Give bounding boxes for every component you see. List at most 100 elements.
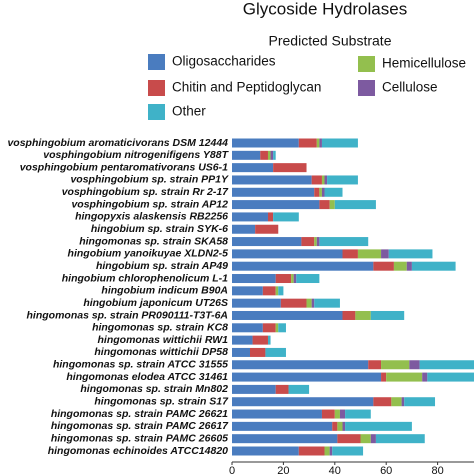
- y-tick-label: hingobium indicum B90A: [101, 285, 228, 297]
- bar-segment: [316, 237, 320, 247]
- y-tick-label: hingobium sp. strain SYK-6: [91, 223, 228, 235]
- bar-segment: [232, 261, 374, 271]
- bar-segment: [232, 138, 299, 148]
- legend-label: Cellulose: [382, 80, 438, 95]
- y-tick-label: vosphingobium sp. strain AP12: [71, 198, 228, 210]
- bar-segment: [296, 274, 320, 284]
- bar-segment: [334, 200, 376, 210]
- bar-segment: [232, 150, 261, 160]
- legend-swatch: [148, 54, 165, 70]
- bar-segment: [270, 150, 274, 160]
- bar-segment: [232, 335, 253, 345]
- bar-segment: [291, 274, 294, 284]
- bar-segment: [342, 310, 356, 320]
- bar-segment: [249, 347, 266, 357]
- bar-segment: [373, 261, 394, 271]
- bar-segment: [316, 138, 320, 148]
- chart-title: Glycoside Hydrolases: [243, 0, 407, 18]
- bar-segment: [255, 224, 279, 234]
- bar-segment: [232, 360, 369, 370]
- bar-segment: [345, 421, 412, 431]
- x-tick-label: 0: [229, 465, 235, 474]
- bar-segment: [319, 187, 322, 197]
- bar-segment: [262, 286, 276, 296]
- bar-segment: [278, 323, 286, 333]
- y-tick-label: hingomonas sp. strain PAMC 26617: [51, 420, 229, 432]
- bar-segment: [339, 409, 346, 419]
- bar-segment: [232, 224, 256, 234]
- bar-segment: [232, 187, 315, 197]
- legend-label: Oligosaccharides: [172, 54, 276, 69]
- bar-segment: [232, 409, 322, 419]
- y-tick-label: hingomonas wittichii DP58: [94, 346, 228, 358]
- bar-segment: [404, 397, 436, 407]
- bar-segment: [409, 360, 420, 370]
- bar-segment: [232, 310, 343, 320]
- bar-segment: [321, 187, 325, 197]
- bar-segment: [298, 446, 325, 456]
- bar-segment: [388, 249, 433, 259]
- legend-swatch: [148, 104, 165, 120]
- bar-segment: [411, 261, 456, 271]
- y-tick-label: vosphingobium nitrogenifigens Y88T: [43, 149, 229, 161]
- bar-segment: [311, 175, 322, 185]
- legend-swatch: [148, 80, 165, 96]
- legend-swatch: [358, 80, 375, 96]
- bar-segment: [370, 434, 376, 444]
- legend-label: Chitin and Peptidoglycan: [172, 80, 321, 95]
- bar-segment: [370, 310, 405, 320]
- y-tick-label: hingobium sp. strain AP49: [96, 260, 228, 272]
- bar-segment: [345, 409, 371, 419]
- bar-segment: [329, 200, 335, 210]
- bar-segment: [381, 249, 389, 259]
- bar-segment: [342, 421, 346, 431]
- bar-segment: [324, 175, 328, 185]
- bar-segment: [406, 261, 412, 271]
- chart-subtitle: Predicted Substrate: [269, 33, 392, 49]
- bar-segment: [327, 175, 358, 185]
- bar-segment: [262, 323, 276, 333]
- bar-segment: [319, 200, 330, 210]
- bar-segment: [232, 237, 302, 247]
- bar-segment: [381, 372, 387, 382]
- bar-segment: [334, 409, 340, 419]
- bar-segment: [232, 347, 250, 357]
- bar-segment: [321, 175, 325, 185]
- bar-segment: [298, 138, 317, 148]
- bar-segment: [232, 274, 276, 284]
- y-tick-label: hingobium chlorophenolicum L-1: [62, 272, 228, 284]
- bar-segment: [273, 150, 276, 160]
- x-tick-label: 40: [329, 465, 341, 474]
- bar-segment: [232, 372, 382, 382]
- bar-segment: [275, 274, 292, 284]
- bar-segment: [232, 200, 320, 210]
- bar-segment: [321, 138, 358, 148]
- y-tick-label: hingomonas wittichii RW1: [98, 334, 229, 346]
- bar-segment: [267, 335, 271, 345]
- bar-segment: [265, 347, 286, 357]
- bar-segment: [232, 434, 338, 444]
- bar-segment: [360, 434, 371, 444]
- y-tick-label: hingomonas sp. strain PAMC 26605: [51, 432, 228, 444]
- bar-segment: [419, 360, 474, 370]
- y-tick-label: hingomonas sp. strain PAMC 26621: [51, 408, 228, 420]
- bar-segment: [280, 298, 307, 308]
- bar-segment: [232, 397, 374, 407]
- y-tick-label: vosphingobium sp. strain Rr 2-17: [62, 186, 229, 198]
- y-tick-label: hingopyxis alaskensis RB2256: [75, 211, 228, 223]
- bar-segment: [329, 446, 333, 456]
- y-tick-label: hingomonas elodea ATCC 31461: [66, 371, 228, 383]
- bar-segment: [306, 298, 312, 308]
- legend-label: Other: [172, 104, 206, 119]
- y-tick-label: vosphingobium sp. strain PP1Y: [70, 174, 229, 186]
- bar-segment: [260, 150, 268, 160]
- bar-segment: [373, 397, 392, 407]
- bar-segment: [314, 237, 317, 247]
- bar-segment: [422, 372, 428, 382]
- bar-segment: [232, 286, 263, 296]
- legend-label: Hemicellulose: [382, 56, 466, 71]
- bar-segment: [267, 212, 274, 222]
- bar-segment: [368, 360, 382, 370]
- bar-segment: [393, 261, 407, 271]
